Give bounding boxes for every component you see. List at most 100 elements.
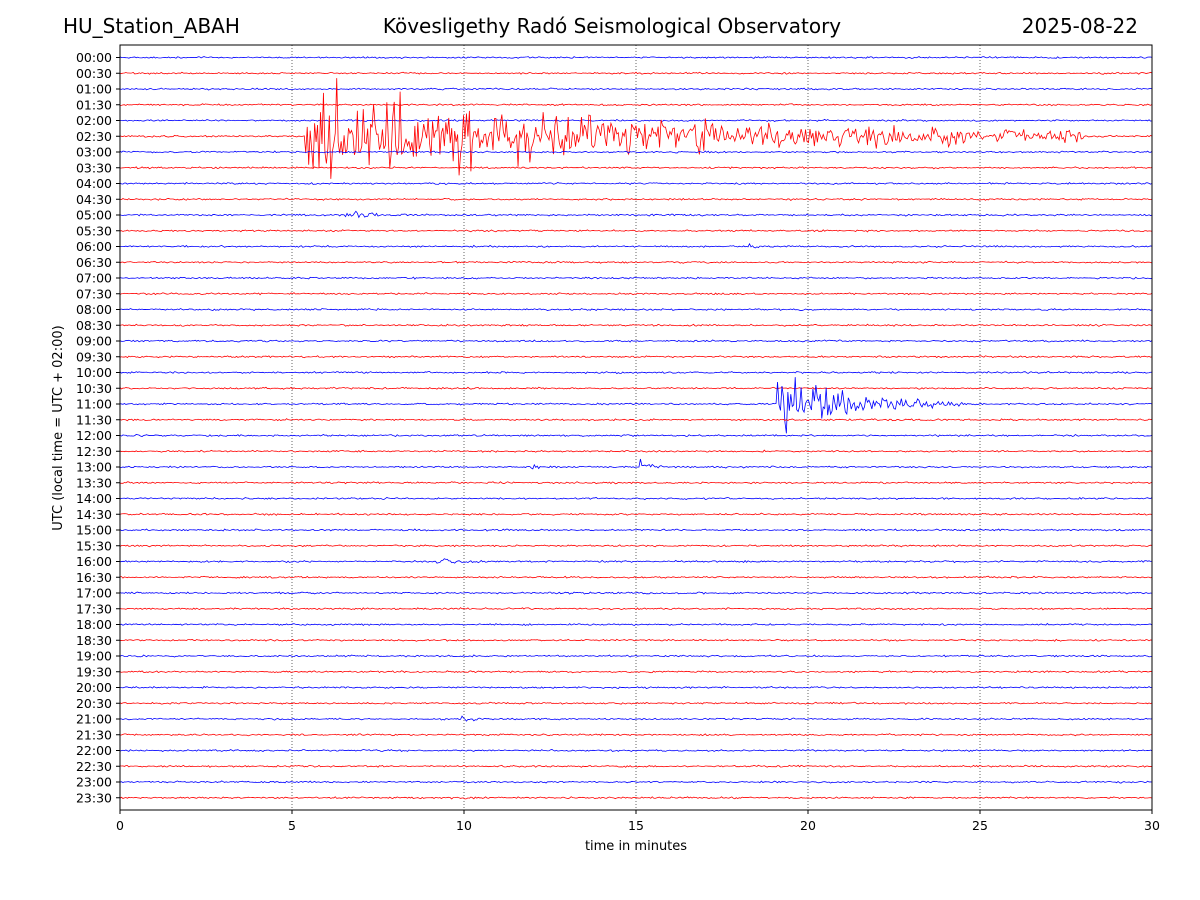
y-tick-label: 08:30 bbox=[76, 318, 112, 333]
y-tick-label: 13:00 bbox=[76, 460, 112, 475]
y-tick-label: 00:30 bbox=[76, 66, 112, 81]
y-tick-label: 02:30 bbox=[76, 129, 112, 144]
trace-row-0230 bbox=[119, 78, 1153, 179]
trace-row-0530 bbox=[119, 229, 1153, 233]
trace-row-0600 bbox=[119, 242, 1153, 249]
y-tick-label: 10:30 bbox=[76, 381, 112, 396]
trace-row-1000 bbox=[119, 371, 1153, 375]
y-tick-label: 05:30 bbox=[76, 223, 112, 238]
y-tick-label: 01:30 bbox=[76, 97, 112, 112]
y-tick-label: 09:30 bbox=[76, 349, 112, 364]
trace-row-1630 bbox=[119, 575, 1153, 579]
trace-row-0300 bbox=[119, 150, 1153, 154]
trace-row-0200 bbox=[119, 118, 1153, 123]
trace-row-0800 bbox=[119, 307, 1153, 312]
trace-row-1900 bbox=[119, 654, 1153, 658]
y-tick-label: 04:30 bbox=[76, 192, 112, 207]
trace-row-0630 bbox=[119, 260, 1153, 264]
x-tick-label: 0 bbox=[116, 818, 124, 833]
y-tick-label: 12:30 bbox=[76, 444, 112, 459]
y-tick-label: 08:00 bbox=[76, 302, 112, 317]
y-tick-label: 23:30 bbox=[76, 790, 112, 805]
y-axis-label: UTC (local time = UTC + 02:00) bbox=[51, 325, 66, 530]
trace-row-0700 bbox=[119, 276, 1153, 280]
x-axis-label: time in minutes bbox=[585, 839, 687, 854]
trace-row-0100 bbox=[119, 87, 1153, 91]
trace-row-2330 bbox=[119, 796, 1153, 800]
seismogram-traces bbox=[119, 56, 1153, 800]
x-tick-label: 15 bbox=[628, 818, 644, 833]
trace-row-1930 bbox=[119, 670, 1153, 674]
y-tick-label: 03:00 bbox=[76, 145, 112, 160]
y-tick-label: 15:00 bbox=[76, 523, 112, 538]
trace-row-2000 bbox=[119, 685, 1153, 690]
trace-row-1330 bbox=[119, 481, 1153, 485]
y-tick-label: 19:30 bbox=[76, 664, 112, 679]
y-tick-label: 11:00 bbox=[76, 397, 112, 412]
y-tick-label: 10:00 bbox=[76, 365, 112, 380]
y-tick-label: 06:00 bbox=[76, 239, 112, 254]
y-tick-label: 21:30 bbox=[76, 727, 112, 742]
trace-row-1100 bbox=[119, 377, 1153, 434]
trace-row-1730 bbox=[119, 607, 1153, 611]
trace-row-1600 bbox=[119, 558, 1153, 564]
y-tick-label: 11:30 bbox=[76, 412, 112, 427]
y-tick-label: 15:30 bbox=[76, 538, 112, 553]
y-tick-label: 07:30 bbox=[76, 286, 112, 301]
trace-row-0830 bbox=[119, 323, 1153, 327]
trace-row-0030 bbox=[119, 71, 1153, 75]
trace-row-0000 bbox=[119, 56, 1153, 59]
trace-row-1830 bbox=[119, 638, 1153, 642]
trace-row-1230 bbox=[119, 449, 1153, 453]
trace-row-0730 bbox=[119, 292, 1153, 296]
y-tick-label: 22:00 bbox=[76, 743, 112, 758]
y-tick-label: 16:30 bbox=[76, 570, 112, 585]
trace-row-2200 bbox=[119, 749, 1153, 753]
y-tick-label: 04:00 bbox=[76, 176, 112, 191]
trace-row-0900 bbox=[119, 339, 1153, 343]
trace-row-1030 bbox=[119, 386, 1153, 390]
trace-row-0500 bbox=[119, 210, 1153, 219]
x-tick-label: 10 bbox=[456, 818, 472, 833]
trace-row-1130 bbox=[119, 418, 1153, 422]
y-tick-label: 00:00 bbox=[76, 50, 112, 65]
y-tick-label: 18:00 bbox=[76, 617, 112, 632]
vertical-grid bbox=[291, 45, 981, 810]
y-tick-label: 19:00 bbox=[76, 649, 112, 664]
trace-row-0130 bbox=[119, 103, 1153, 107]
x-tick-label: 30 bbox=[1144, 818, 1160, 833]
trace-row-0400 bbox=[119, 181, 1153, 186]
trace-row-2230 bbox=[119, 764, 1153, 768]
y-tick-label: 01:00 bbox=[76, 82, 112, 97]
y-tick-label: 12:00 bbox=[76, 428, 112, 443]
y-tick-label: 09:00 bbox=[76, 334, 112, 349]
y-tick-label: 03:30 bbox=[76, 160, 112, 175]
y-tick-label: 17:00 bbox=[76, 586, 112, 601]
chart-date: 2025-08-22 bbox=[1021, 14, 1138, 38]
trace-row-1800 bbox=[119, 622, 1153, 626]
y-tick-label: 07:00 bbox=[76, 271, 112, 286]
y-tick-label: 14:30 bbox=[76, 507, 112, 522]
y-tick-label: 05:00 bbox=[76, 208, 112, 223]
y-tick-label: 14:00 bbox=[76, 491, 112, 506]
y-tick-label: 20:00 bbox=[76, 680, 112, 695]
trace-row-2300 bbox=[119, 780, 1153, 784]
y-tick-label: 18:30 bbox=[76, 633, 112, 648]
trace-row-2130 bbox=[119, 733, 1153, 737]
trace-row-0930 bbox=[119, 355, 1153, 359]
y-tick-label: 02:00 bbox=[76, 113, 112, 128]
trace-row-1430 bbox=[119, 512, 1153, 516]
y-tick-label: 16:00 bbox=[76, 554, 112, 569]
y-tick-label: 13:30 bbox=[76, 475, 112, 490]
trace-row-0430 bbox=[119, 197, 1153, 201]
trace-row-1400 bbox=[119, 496, 1153, 501]
x-tick-label: 20 bbox=[800, 818, 816, 833]
y-tick-label: 20:30 bbox=[76, 696, 112, 711]
y-tick-label: 21:00 bbox=[76, 712, 112, 727]
y-tick-label: 23:00 bbox=[76, 775, 112, 790]
trace-row-1200 bbox=[119, 433, 1153, 438]
y-tick-label: 06:30 bbox=[76, 255, 112, 270]
trace-row-2030 bbox=[119, 701, 1153, 705]
trace-row-1700 bbox=[119, 591, 1153, 595]
